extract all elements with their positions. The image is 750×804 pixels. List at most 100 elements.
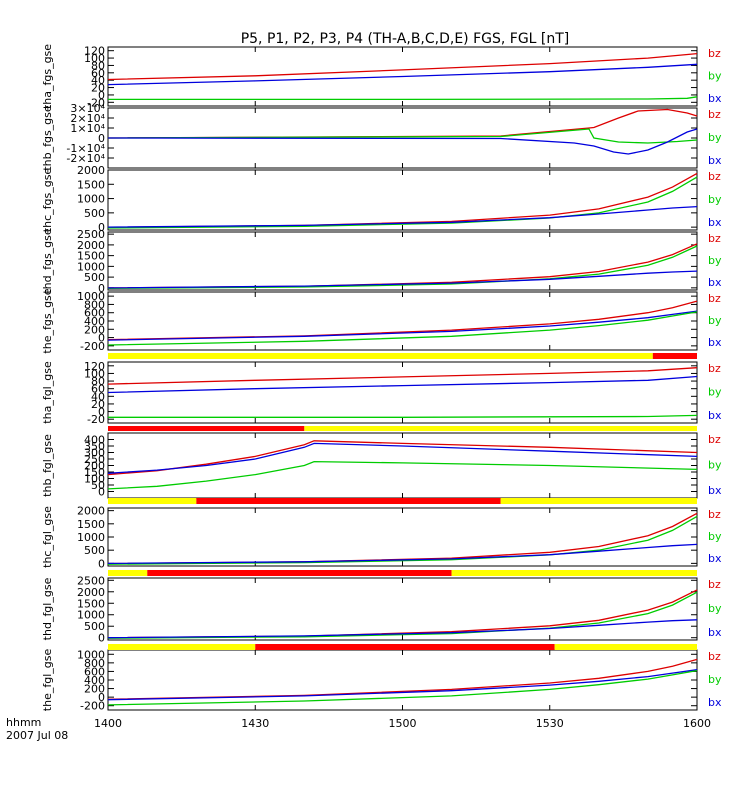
- y-tick-label: 2×10⁴: [70, 112, 105, 125]
- legend-by: by: [708, 530, 722, 543]
- y-tick-label: 0: [98, 557, 105, 570]
- y-tick-label: 350: [84, 440, 105, 453]
- y-tick-label: 100: [84, 367, 105, 380]
- legend-by: by: [708, 673, 722, 686]
- flag-segment-yellow: [108, 353, 653, 359]
- legend-by: by: [708, 70, 722, 83]
- y-tick-label: -20: [87, 96, 105, 109]
- y-tick-label: 80: [91, 375, 105, 388]
- series-line-bz: [107, 589, 698, 639]
- y-tick-label: -2×10⁴: [66, 152, 105, 165]
- y-tick-label: 1500: [77, 250, 105, 263]
- y-tick-label: 50: [91, 479, 105, 492]
- y-tick-label: -200: [80, 700, 105, 713]
- y-tick-label: 3×10⁴: [70, 102, 105, 115]
- legend-bx: bx: [708, 626, 722, 639]
- legend-bz: bz: [708, 578, 721, 591]
- series-line-by: [107, 515, 698, 565]
- y-tick-label: 400: [84, 674, 105, 687]
- legend-bz: bz: [708, 508, 721, 521]
- flag-bar: [108, 353, 697, 359]
- series-line-by: [107, 669, 698, 706]
- flag-bar: [108, 570, 697, 576]
- legend-bz: bz: [708, 47, 721, 60]
- legend-bx: bx: [708, 552, 722, 565]
- flag-segment-red: [147, 570, 452, 576]
- legend-bx: bx: [708, 409, 722, 422]
- series-line-bx: [107, 310, 698, 341]
- y-tick-label: 600: [84, 307, 105, 320]
- legend-bx: bx: [708, 336, 722, 349]
- legend-bx: bx: [708, 484, 722, 497]
- legend-bx: bx: [708, 696, 722, 709]
- flag-segment-yellow: [500, 498, 697, 504]
- flag-segment-red: [196, 498, 501, 504]
- y-tick-label: 250: [84, 453, 105, 466]
- series-line-bx: [107, 669, 698, 701]
- flag-bar: [108, 426, 697, 431]
- legend-bz: bz: [708, 170, 721, 183]
- y-tick-label: 2500: [77, 228, 105, 241]
- y-axis-label: thb_fgs_gse: [41, 105, 54, 171]
- series-line-bx: [107, 442, 698, 474]
- y-axis-label: tha_fgl_gse: [41, 361, 54, 424]
- y-tick-label: 0: [98, 486, 105, 499]
- panel-frame: [107, 507, 698, 567]
- y-tick-label: 1500: [77, 518, 105, 531]
- y-tick-label: 60: [91, 383, 105, 396]
- y-axis-label: thc_fgs_gse: [41, 168, 54, 233]
- legend-bz: bz: [708, 108, 721, 121]
- y-tick-label: 2000: [77, 239, 105, 252]
- series-line-bx: [107, 205, 698, 228]
- x-tick-label: 1600: [683, 717, 711, 730]
- y-tick-label: 600: [84, 665, 105, 678]
- x-axis-label-line1: hhmm: [6, 716, 41, 729]
- legend-by: by: [708, 314, 722, 327]
- y-tick-label: 200: [84, 323, 105, 336]
- y-tick-label: 300: [84, 447, 105, 460]
- series-line-bx: [107, 375, 698, 394]
- series-line-bz: [107, 367, 698, 385]
- flag-segment-yellow: [451, 570, 697, 576]
- x-tick-label: 1530: [536, 717, 564, 730]
- flag-segment-yellow: [108, 644, 256, 650]
- y-tick-label: 0: [98, 89, 105, 102]
- flag-segment-yellow: [554, 644, 697, 650]
- flag-bar: [108, 644, 697, 650]
- x-tick-label: 1400: [94, 717, 122, 730]
- y-tick-label: 500: [84, 207, 105, 220]
- y-tick-label: 20: [91, 82, 105, 95]
- legend-by: by: [708, 459, 722, 472]
- y-tick-label: 500: [84, 271, 105, 284]
- y-tick-label: 0: [98, 332, 105, 345]
- y-tick-label: 0: [98, 221, 105, 234]
- flag-segment-red: [108, 426, 305, 431]
- flag-segment-yellow: [108, 498, 197, 504]
- series-line-by: [108, 414, 698, 418]
- y-axis-label: the_fgl_gse: [41, 649, 54, 712]
- y-tick-label: 400: [84, 315, 105, 328]
- y-tick-label: 40: [91, 74, 105, 87]
- series-line-bz: [107, 243, 698, 289]
- series-line-bx: [107, 619, 698, 639]
- flag-segment-red: [652, 353, 697, 359]
- series-line-bz: [107, 52, 698, 81]
- y-tick-label: 0: [98, 282, 105, 295]
- y-tick-label: 1000: [77, 193, 105, 206]
- y-tick-label: 1500: [77, 178, 105, 191]
- y-tick-label: 150: [84, 466, 105, 479]
- x-tick-label: 1430: [241, 717, 269, 730]
- legend-bz: bz: [708, 433, 721, 446]
- y-tick-label: -200: [80, 340, 105, 353]
- series-line-by: [107, 311, 698, 346]
- flag-segment-yellow: [304, 426, 697, 431]
- flag-segment-red: [255, 644, 555, 650]
- y-tick-label: 20: [91, 398, 105, 411]
